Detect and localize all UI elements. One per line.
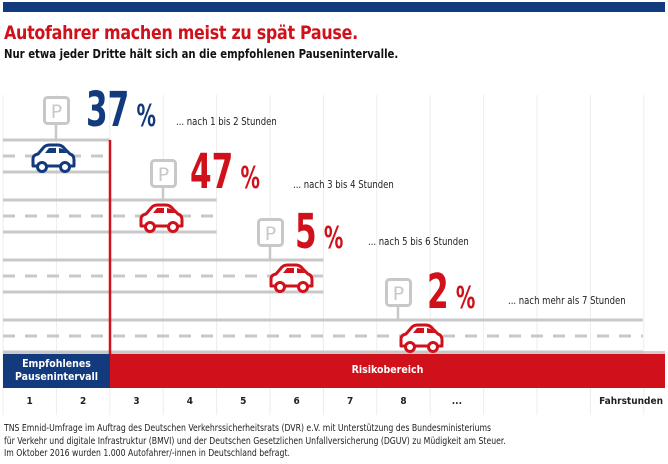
x-tick-label: 4 bbox=[186, 396, 194, 407]
stat-unit: % bbox=[455, 281, 476, 316]
stat-row: 47 % bbox=[190, 148, 287, 196]
footer-line: TNS Emnid-Umfrage im Auftrag des Deutsch… bbox=[4, 423, 492, 434]
stat-value: 2 bbox=[427, 264, 449, 320]
stat-row: 2 % bbox=[427, 268, 494, 316]
zone-risk: Risikobereich bbox=[110, 354, 665, 388]
parking-sign-icon bbox=[43, 96, 70, 125]
parking-sign-letter: P bbox=[393, 283, 404, 305]
stat-value: 47 bbox=[190, 144, 234, 200]
x-tick-label: 2 bbox=[79, 396, 87, 407]
parking-sign-letter: P bbox=[51, 101, 62, 123]
parking-sign-letter: P bbox=[158, 164, 169, 186]
footer-line: Im Oktober 2016 wurden 1.000 Autofahrer/… bbox=[4, 448, 290, 459]
car-icon bbox=[31, 143, 76, 173]
x-tick-label: 1 bbox=[26, 396, 33, 407]
stat-value: 37 bbox=[86, 82, 130, 138]
zone-recommended: Empfohlenes Pausenintervall bbox=[3, 354, 110, 388]
car-icon bbox=[269, 263, 314, 293]
page-title: Autofahrer machen meist zu spät Pause. bbox=[4, 22, 358, 44]
parking-sign-letter: P bbox=[265, 223, 276, 245]
x-tick-label: 3 bbox=[133, 396, 140, 407]
page-subtitle: Nur etwa jeder Dritte hält sich an die e… bbox=[4, 46, 399, 61]
footer-line: für Verkehr und digitale Infrastruktur (… bbox=[4, 435, 506, 447]
stat-label: ... nach mehr als 7 Stunden bbox=[508, 295, 626, 307]
stat-unit: % bbox=[240, 161, 260, 196]
stat-row: 5 % bbox=[295, 208, 362, 256]
parking-sign-icon bbox=[385, 278, 412, 307]
stat-label: ... nach 5 bis 6 Stunden bbox=[368, 236, 469, 248]
stat-unit: % bbox=[323, 221, 344, 256]
stat-label: ... nach 3 bis 4 Stunden bbox=[293, 179, 394, 191]
footer-source: TNS Emnid-Umfrage im Auftrag des Deutsch… bbox=[4, 423, 506, 461]
stat-row: 37 % bbox=[86, 86, 183, 134]
parking-sign-icon bbox=[150, 159, 177, 188]
car-icon bbox=[139, 203, 184, 233]
x-axis-label: Fahrstunden bbox=[599, 396, 663, 407]
stat-label: ... nach 1 bis 2 Stunden bbox=[176, 116, 277, 128]
stat-unit: % bbox=[136, 99, 156, 134]
top-bar bbox=[3, 2, 665, 12]
stat-value: 5 bbox=[295, 204, 317, 260]
x-tick-label: 8 bbox=[400, 396, 407, 407]
x-tick-label: 7 bbox=[346, 396, 354, 407]
x-tick-label: 5 bbox=[240, 396, 247, 407]
parking-sign-icon bbox=[257, 218, 284, 247]
x-tick-label: 6 bbox=[293, 396, 300, 407]
x-tick-label: ... bbox=[451, 396, 463, 407]
car-icon bbox=[399, 323, 444, 353]
